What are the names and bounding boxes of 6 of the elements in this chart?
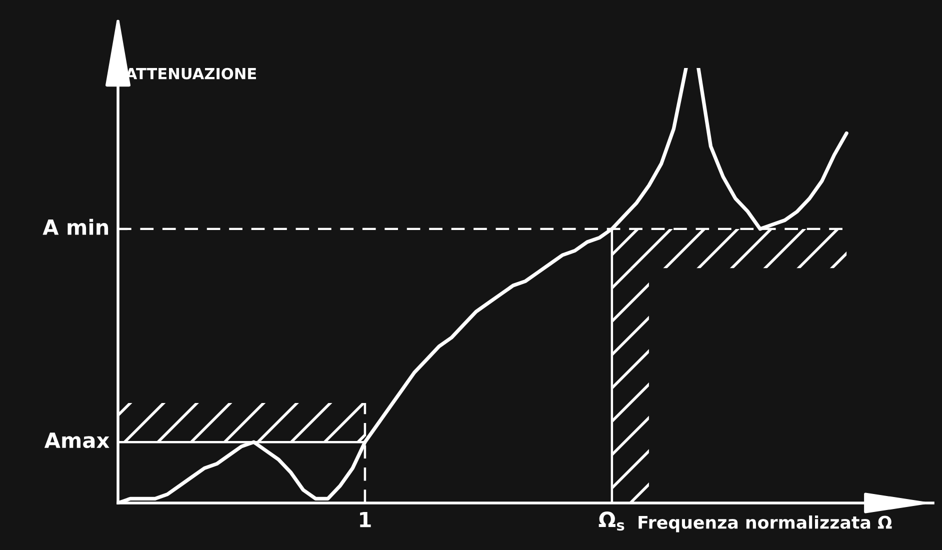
ref-line-label: A min — [42, 218, 108, 235]
y-axis-title: ATTENUAZIONE — [125, 68, 256, 80]
ref-line-label: Amax — [44, 432, 110, 448]
x-tick-label: 1 — [360, 512, 371, 528]
x-tick-label: Ω$_{s}$ — [598, 512, 624, 531]
x-axis-title: Frequenza normalizzata Ω — [638, 515, 892, 532]
